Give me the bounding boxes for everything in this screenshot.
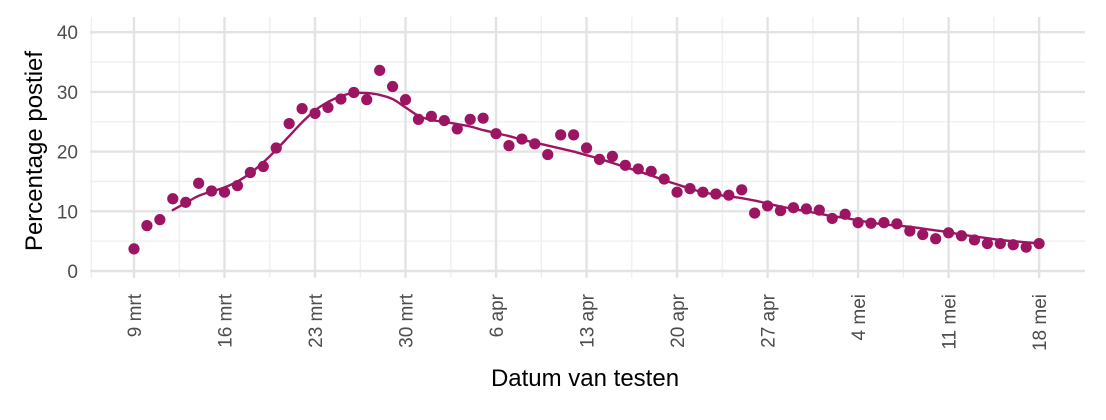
- data-point: [981, 237, 993, 250]
- x-tick-label: 11 mei: [940, 294, 961, 350]
- data-point: [568, 129, 580, 141]
- grid: [90, 17, 1085, 278]
- data-point: [697, 186, 709, 198]
- data-point: [529, 138, 541, 150]
- y-axis-title: Percentage postief: [21, 51, 48, 251]
- data-point: [684, 183, 696, 195]
- data-point: [580, 142, 593, 154]
- data-point: [231, 180, 244, 192]
- data-point: [710, 188, 722, 200]
- data-point: [451, 123, 463, 135]
- data-point: [374, 64, 386, 77]
- data-point: [852, 217, 864, 229]
- data-point: [942, 227, 955, 239]
- data-point: [257, 160, 269, 173]
- data-point: [348, 86, 360, 99]
- data-point: [761, 200, 774, 212]
- x-tick-label: 4 mei: [849, 294, 870, 340]
- data-point: [205, 185, 218, 197]
- data-point: [218, 186, 231, 198]
- data-point: [270, 142, 282, 154]
- series-layer: [128, 64, 1045, 255]
- data-point: [193, 177, 205, 189]
- x-tick-label: 30 mrt: [397, 293, 418, 348]
- data-point: [154, 214, 166, 226]
- data-point: [955, 230, 968, 242]
- data-point: [826, 212, 838, 225]
- data-point: [516, 133, 528, 145]
- x-tick-label: 9 mrt: [125, 293, 146, 337]
- data-point: [555, 129, 567, 141]
- data-point: [787, 202, 800, 214]
- x-tick-label: 18 mei: [1030, 294, 1051, 351]
- data-point: [774, 205, 787, 217]
- x-tick-label: 13 apr: [578, 293, 599, 348]
- data-point: [658, 173, 670, 185]
- data-point: [671, 186, 683, 198]
- data-point: [800, 203, 812, 215]
- data-point: [917, 228, 929, 241]
- data-point: [593, 153, 606, 165]
- data-point: [606, 150, 619, 162]
- y-tick-label: 0: [67, 262, 78, 283]
- data-point: [464, 113, 476, 125]
- data-point: [167, 193, 179, 205]
- data-point: [309, 107, 321, 119]
- data-point: [503, 140, 515, 152]
- x-axis-ticks: 9 mrt 16 mrt 23 mrt 30 mrt 6 apr 13 apr 20 apr…: [125, 293, 1051, 351]
- data-point: [425, 110, 437, 122]
- data-point: [361, 94, 373, 106]
- trend-line: [171, 91, 1041, 245]
- data-point: [438, 114, 450, 127]
- x-tick-label: 16 mrt: [216, 293, 237, 348]
- data-point: [813, 204, 825, 216]
- data-point: [490, 128, 502, 140]
- data-point: [180, 196, 192, 208]
- data-point: [878, 217, 890, 229]
- data-point: [335, 93, 347, 105]
- data-point: [865, 217, 877, 229]
- y-tick-label: 40: [57, 23, 78, 44]
- data-point: [930, 233, 942, 245]
- x-axis-title: Datum van testen: [491, 365, 679, 392]
- data-point: [1033, 237, 1045, 250]
- data-point: [244, 166, 256, 179]
- data-point: [839, 208, 851, 220]
- data-point: [296, 103, 308, 115]
- data-point: [128, 243, 140, 255]
- data-point: [387, 80, 399, 93]
- data-point: [723, 189, 735, 201]
- data-point: [994, 237, 1006, 250]
- x-tick-label: 23 mrt: [306, 293, 327, 348]
- data-point: [632, 163, 644, 175]
- data-point: [1007, 239, 1019, 251]
- x-tick-label: 20 apr: [668, 293, 689, 348]
- data-point: [749, 207, 761, 219]
- x-tick-label: 6 apr: [487, 293, 508, 337]
- y-tick-label: 30: [57, 83, 78, 104]
- data-point: [477, 112, 489, 124]
- data-point: [619, 159, 631, 171]
- data-point: [141, 220, 153, 232]
- data-point: [1020, 241, 1032, 253]
- y-axis-ticks: 0 10 20 30 40: [57, 23, 78, 283]
- data-point: [968, 234, 981, 246]
- data-point: [904, 225, 916, 237]
- x-tick-label: 27 apr: [759, 293, 780, 348]
- y-tick-label: 10: [57, 202, 78, 223]
- data-point: [542, 148, 554, 161]
- data-point: [891, 218, 903, 230]
- data-point: [736, 184, 748, 196]
- data-point: [322, 101, 334, 114]
- data-point: [645, 165, 657, 177]
- y-tick-label: 20: [57, 143, 78, 164]
- data-point: [283, 117, 295, 130]
- data-point: [399, 94, 412, 106]
- data-point: [412, 113, 425, 125]
